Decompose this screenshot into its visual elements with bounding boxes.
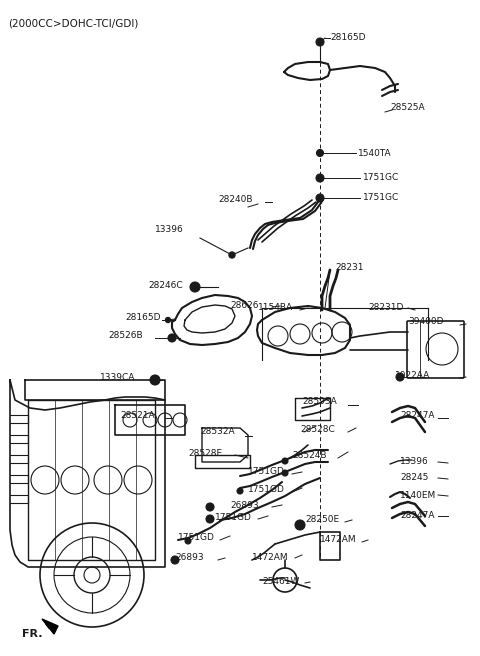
Text: 1154BA: 1154BA — [258, 304, 293, 312]
Circle shape — [298, 522, 302, 527]
Text: 39400D: 39400D — [408, 318, 444, 327]
Text: 28528E: 28528E — [188, 449, 222, 457]
Text: 28526B: 28526B — [108, 331, 143, 340]
Text: 28231D: 28231D — [368, 304, 403, 312]
Text: 28524B: 28524B — [292, 451, 326, 459]
Text: 28525A: 28525A — [390, 104, 425, 112]
Text: 28593A: 28593A — [302, 398, 337, 407]
Circle shape — [295, 520, 305, 530]
Circle shape — [192, 285, 197, 289]
Text: 1751GD: 1751GD — [178, 533, 215, 543]
Text: 28231: 28231 — [335, 264, 363, 272]
Circle shape — [166, 318, 170, 323]
Circle shape — [185, 538, 191, 544]
Text: 28250E: 28250E — [305, 516, 339, 525]
Circle shape — [316, 38, 324, 46]
Text: 28521A: 28521A — [120, 411, 155, 419]
Circle shape — [318, 176, 322, 180]
Text: 28245: 28245 — [400, 474, 428, 483]
Text: 28165D: 28165D — [125, 314, 160, 323]
Polygon shape — [42, 619, 58, 634]
Circle shape — [316, 194, 324, 202]
Text: 28532A: 28532A — [200, 428, 235, 436]
Circle shape — [398, 375, 402, 379]
Circle shape — [282, 470, 288, 476]
Text: 1540TA: 1540TA — [358, 148, 392, 157]
Text: 1751GD: 1751GD — [215, 514, 252, 522]
Text: 28246C: 28246C — [148, 281, 182, 289]
Text: 13396: 13396 — [400, 457, 429, 466]
Text: 1472AM: 1472AM — [252, 554, 288, 562]
Circle shape — [282, 458, 288, 464]
Circle shape — [170, 336, 174, 340]
Text: 26893: 26893 — [175, 554, 204, 562]
Circle shape — [316, 174, 324, 182]
Text: 28240B: 28240B — [218, 195, 252, 205]
Circle shape — [229, 252, 235, 258]
Text: 1751GD: 1751GD — [248, 468, 285, 476]
Text: 1751GD: 1751GD — [248, 485, 285, 495]
Circle shape — [150, 375, 160, 385]
FancyArrowPatch shape — [47, 625, 56, 628]
Text: 1339CA: 1339CA — [100, 373, 135, 382]
Circle shape — [237, 488, 243, 494]
Circle shape — [206, 503, 214, 511]
Text: 1751GC: 1751GC — [363, 194, 399, 203]
Circle shape — [396, 373, 404, 381]
Text: (2000CC>DOHC-TCI/GDI): (2000CC>DOHC-TCI/GDI) — [8, 18, 138, 28]
Text: 28626: 28626 — [230, 300, 259, 310]
Text: FR.: FR. — [22, 629, 43, 639]
Circle shape — [171, 556, 179, 564]
Circle shape — [190, 282, 200, 292]
Text: 26893: 26893 — [230, 501, 259, 510]
Text: 28247A: 28247A — [400, 411, 434, 419]
Text: 28165D: 28165D — [330, 33, 365, 43]
Text: 1472AM: 1472AM — [320, 535, 357, 544]
Circle shape — [168, 334, 176, 342]
Text: 25461W: 25461W — [262, 577, 300, 586]
Circle shape — [318, 196, 322, 200]
Text: 1022AA: 1022AA — [395, 371, 430, 380]
Text: 1751GC: 1751GC — [363, 173, 399, 182]
Circle shape — [153, 377, 157, 382]
Circle shape — [206, 515, 214, 523]
Text: 28528C: 28528C — [300, 426, 335, 434]
Circle shape — [316, 150, 324, 157]
Text: 13396: 13396 — [155, 226, 184, 234]
Text: 28247A: 28247A — [400, 510, 434, 520]
Text: 1140EM: 1140EM — [400, 491, 436, 499]
